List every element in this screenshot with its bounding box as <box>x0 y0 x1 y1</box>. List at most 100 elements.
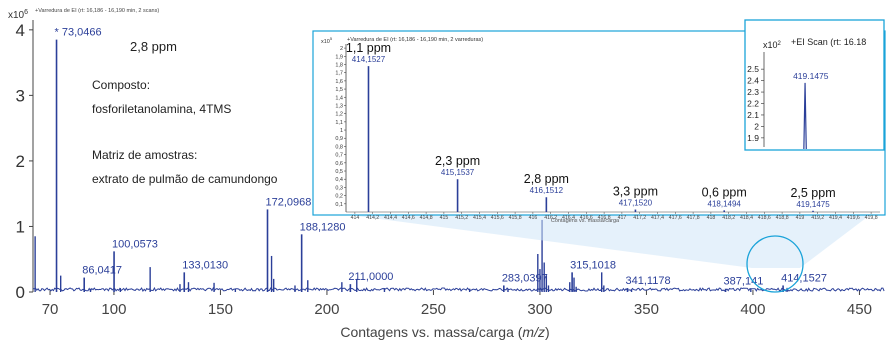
detail-y-tick-label: 2.5 <box>747 64 759 74</box>
inset-y-tick-label: 0,4 <box>335 177 343 183</box>
inset-y-tick-label: 0,2 <box>335 194 343 200</box>
inset-x-tick-label: 415,4 <box>473 215 486 221</box>
inset-x-tick-label: 417,4 <box>651 215 664 221</box>
inset-peak-label: 416,1512 <box>530 186 564 195</box>
inset-y-tick-label: 2 <box>340 46 343 52</box>
inset-ppm-label: 2,3 ppm <box>435 154 480 168</box>
main-ppm-annotation: 2,8 ppm <box>130 39 177 54</box>
inset-ppm-label: 2,5 ppm <box>790 186 835 200</box>
inset-x-tick-label: 418 <box>707 215 716 221</box>
main-peak-label: * 73,0466 <box>55 27 102 39</box>
main-x-axis-label: Contagens vs. massa/carga (m/z) <box>340 324 549 340</box>
inset-y-tick-label: 1 <box>340 128 343 134</box>
inset-y-tick-label: 0,8 <box>335 144 343 150</box>
main-peak-label: 341,1178 <box>626 275 671 287</box>
inset-x-tick-label: 415,6 <box>491 215 504 221</box>
inset-x-tick-label: 419,2 <box>811 215 824 221</box>
main-y-tick-label: 1 <box>16 217 25 236</box>
main-x-tick-label: 70 <box>42 301 59 318</box>
detail-y-tick-label: 2.4 <box>747 76 759 86</box>
detail-peak-label: 419.1475 <box>793 71 829 81</box>
inset-peak-label: 418,1494 <box>708 199 742 208</box>
compound-name: fosforiletanolamina, 4TMS <box>92 102 231 116</box>
main-x-tick-label: 200 <box>314 301 339 318</box>
inset-x-tick-label: 416,8 <box>598 215 611 221</box>
inset-x-tick-label: 415,8 <box>509 215 522 221</box>
inset-x-tick-label: 419,4 <box>829 215 842 221</box>
inset-x-tick-label: 415 <box>440 215 449 221</box>
detail-title: +EI Scan (rt: 16.18 <box>791 37 866 47</box>
inset-ppm-label: 1,1 ppm <box>346 41 391 55</box>
main-spectrum: +Varredura de EI (rt: 16,186 - 16,190 mi… <box>8 8 885 340</box>
inset-x-tick-label: 417,6 <box>669 215 682 221</box>
inset-y-tick-label: 1,4 <box>335 95 343 101</box>
inset-x-tick-label: 419,6 <box>847 215 860 221</box>
inset-x-tick-label: 416 <box>529 215 538 221</box>
inset-x-tick-label: 416,2 <box>544 215 557 221</box>
main-peak-label: 188,1280 <box>300 221 346 233</box>
zoom-callout-circle <box>746 235 804 293</box>
main-peak-label: 100,0573 <box>112 238 158 250</box>
inset-x-tick-label: 414,2 <box>366 215 379 221</box>
inset-ppm-label: 2,8 ppm <box>524 172 569 186</box>
inset-y-tick-label: 0,6 <box>335 161 343 167</box>
main-peak-label: 387,141 <box>724 276 764 288</box>
main-x-tick-label: 100 <box>101 301 126 318</box>
detail-y-tick-label: 2 <box>754 121 759 131</box>
inset-detail-spectrum: x102 +EI Scan (rt: 16.18 1.922.12.22.32.… <box>744 19 885 151</box>
compound-label: Composto: <box>92 78 150 92</box>
detail-y-tick-label: 2.1 <box>747 110 759 120</box>
inset-x-tick-label: 419,8 <box>865 215 878 221</box>
matrix-name: extrato de pulmão de camundongo <box>92 172 278 186</box>
inset-x-tick-label: 417 <box>618 215 627 221</box>
inset-x-tick-label: 415,2 <box>455 215 468 221</box>
main-peak-label: 172,0968 <box>266 196 312 208</box>
inset-peak-label: 415,1537 <box>441 168 475 177</box>
inset-x-tick-label: 417,2 <box>633 215 646 221</box>
inset-x-tick-label: 416,6 <box>580 215 593 221</box>
main-title: +Varredura de EI (rt: 16,186 - 16,190 mi… <box>35 8 159 14</box>
detail-peak <box>803 82 807 150</box>
inset-x-tick-label: 416,4 <box>562 215 575 221</box>
inset-x-tick-label: 414,4 <box>384 215 397 221</box>
inset-y-tick-label: 0,9 <box>335 136 343 142</box>
inset-y-tick-label: 1,9 <box>335 54 343 60</box>
main-x-tick-label: 350 <box>634 301 659 318</box>
inset-peak-label: 417,1520 <box>619 199 653 208</box>
main-x-tick-label: 150 <box>208 301 233 318</box>
main-baseline <box>32 286 885 293</box>
main-y-tick-label: 3 <box>16 86 25 105</box>
inset-ppm-label: 0,6 ppm <box>702 185 747 199</box>
inset-y-tick-label: 1,3 <box>335 103 343 109</box>
detail-frame <box>744 19 885 151</box>
inset-x-tick-label: 414 <box>351 215 360 221</box>
main-x-tick-label: 400 <box>740 301 765 318</box>
inset-x-tick-label: 417,8 <box>687 215 700 221</box>
inset-y-tick-label: 0,1 <box>335 202 343 208</box>
main-y-exponent: x106 <box>8 9 28 21</box>
main-peak-label: 283,0397 <box>502 272 548 284</box>
inset-x-tick-label: 418,8 <box>776 215 789 221</box>
main-peak-label: 133,0130 <box>182 259 228 271</box>
inset-y-tick-label: 1,7 <box>335 71 343 77</box>
detail-y-tick-label: 2.2 <box>747 99 759 109</box>
inset-y-tick-label: 1,5 <box>335 87 343 93</box>
inset-x-tick-label: 414,8 <box>420 215 433 221</box>
inset-y-tick-label: 1,2 <box>335 112 343 118</box>
main-x-tick-label: 300 <box>527 301 552 318</box>
detail-y-tick-label: 1.9 <box>747 133 759 143</box>
inset-x-tick-label: 418,4 <box>740 215 753 221</box>
main-peak-label: 315,1018 <box>570 259 616 271</box>
inset-x-tick-label: 418,2 <box>722 215 735 221</box>
inset-x-tick-label: 418,6 <box>758 215 771 221</box>
inset-y-tick-label: 1,8 <box>335 62 343 68</box>
main-peak-label: 211,0000 <box>348 271 393 283</box>
main-x-tick-label: 250 <box>421 301 446 318</box>
main-peak-label: 414,1527 <box>781 272 827 284</box>
zoom-callout-funnel <box>350 215 870 268</box>
inset-ppm-label: 3,3 ppm <box>613 185 658 199</box>
detail-y-exponent: x102 <box>763 40 782 50</box>
main-peak-label: 86,0417 <box>82 265 122 277</box>
inset-x-axis-label: Contagens vs. massa/carga <box>551 218 620 224</box>
